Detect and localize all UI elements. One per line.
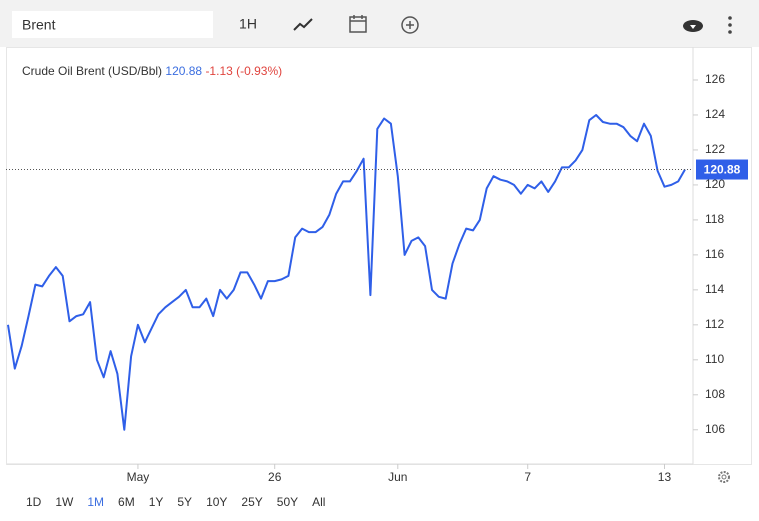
range-button[interactable]: 1M: [87, 495, 104, 509]
y-tick-label: 124: [705, 107, 725, 121]
download-icon[interactable]: [683, 20, 703, 32]
y-tick-label: 126: [705, 72, 725, 86]
title-text: Crude Oil Brent (USD/Bbl): [22, 64, 162, 78]
search-box[interactable]: [12, 11, 213, 38]
last-price-badge: [696, 159, 748, 180]
menu-icon[interactable]: [728, 16, 732, 34]
last-price-label: 120.88: [704, 163, 741, 177]
chart-type-icon[interactable]: [293, 18, 313, 31]
range-button[interactable]: 1W: [55, 495, 74, 509]
x-tick-label: 13: [658, 470, 672, 484]
range-button[interactable]: 1D: [26, 495, 42, 509]
price-line: [7, 114, 686, 431]
interval-button[interactable]: 1H: [239, 16, 257, 32]
y-tick-label: 120: [705, 177, 725, 191]
y-tick-label: 108: [705, 387, 725, 401]
settings-icon[interactable]: [718, 471, 730, 483]
y-tick-label: 122: [705, 142, 725, 156]
x-tick-label: 26: [268, 470, 282, 484]
y-tick-label: 112: [705, 317, 724, 331]
search-text: Brent: [22, 17, 56, 33]
chart-title: Crude Oil Brent (USD/Bbl) 120.88 -1.13 (…: [22, 64, 282, 78]
range-button[interactable]: 50Y: [277, 495, 298, 509]
add-icon[interactable]: [401, 16, 419, 34]
last-price: 120.88: [165, 64, 202, 78]
range-button[interactable]: 5Y: [177, 495, 192, 509]
x-tick-label: May: [127, 470, 150, 484]
x-tick-label: 7: [524, 470, 531, 484]
price-change: -1.13 (-0.93%): [205, 64, 282, 78]
y-tick-label: 106: [705, 422, 725, 436]
y-tick-label: 110: [705, 352, 724, 366]
y-tick-label: 114: [705, 282, 724, 296]
range-button[interactable]: All: [312, 495, 325, 509]
calendar-icon[interactable]: [349, 15, 367, 33]
range-button[interactable]: 6M: [118, 495, 135, 509]
range-button[interactable]: 10Y: [206, 495, 227, 509]
x-tick-label: Jun: [388, 470, 407, 484]
y-tick-label: 118: [705, 212, 724, 226]
y-tick-label: 116: [705, 247, 724, 261]
range-button[interactable]: 1Y: [149, 495, 164, 509]
range-button[interactable]: 25Y: [241, 495, 262, 509]
